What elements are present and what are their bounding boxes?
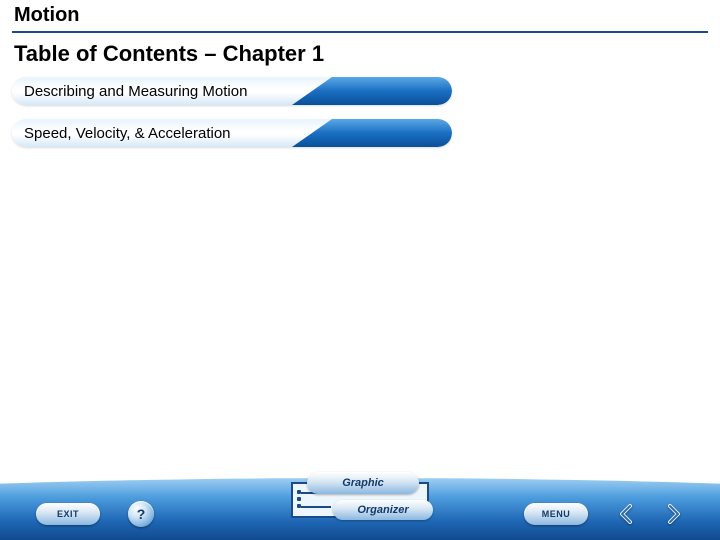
header: Motion: [0, 0, 720, 29]
subtitle: Table of Contents – Chapter 1: [0, 33, 720, 77]
toc-item-tail: [332, 77, 452, 105]
help-button[interactable]: ?: [128, 501, 154, 527]
footer-left-group: EXIT ?: [36, 501, 154, 527]
footer-right-group: MENU: [524, 501, 684, 527]
toc-item-label: Speed, Velocity, & Acceleration: [12, 125, 231, 142]
footer: Graphic Organizer EXIT ? MENU: [0, 470, 720, 540]
chevron-right-icon: [666, 504, 682, 524]
toc-item[interactable]: Speed, Velocity, & Acceleration: [12, 119, 452, 147]
toc-item-tail: [332, 119, 452, 147]
toc-item[interactable]: Describing and Measuring Motion: [12, 77, 452, 105]
next-button[interactable]: [664, 501, 684, 527]
menu-button[interactable]: MENU: [524, 503, 588, 525]
chevron-left-icon: [618, 504, 634, 524]
toc-item-label: Describing and Measuring Motion: [12, 83, 247, 100]
footer-buttons: EXIT ? MENU: [0, 494, 720, 534]
prev-button[interactable]: [616, 501, 636, 527]
page-title: Motion: [14, 4, 706, 27]
graphic-organizer-label-top: Graphic: [307, 472, 419, 494]
exit-button[interactable]: EXIT: [36, 503, 100, 525]
